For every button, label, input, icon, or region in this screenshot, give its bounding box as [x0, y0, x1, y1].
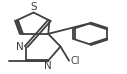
Text: N: N [44, 61, 52, 71]
Text: Cl: Cl [70, 56, 80, 66]
Text: N: N [16, 42, 24, 52]
Text: S: S [30, 2, 37, 12]
